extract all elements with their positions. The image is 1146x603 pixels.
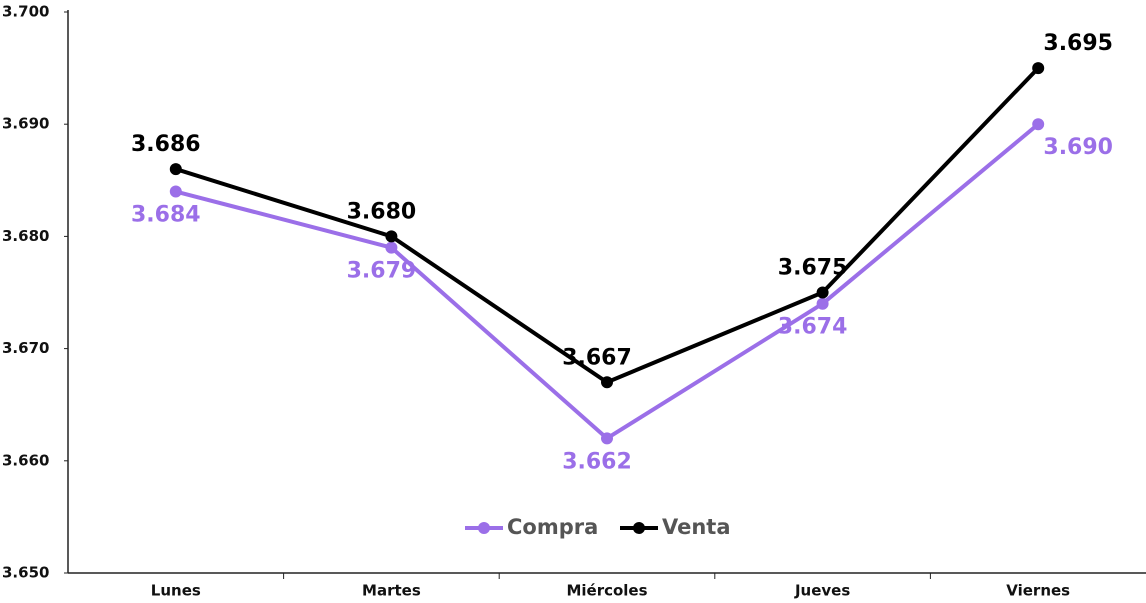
- data-label: 3.662: [562, 449, 632, 474]
- point: [169, 185, 182, 198]
- x-tick-label: Viernes: [1006, 582, 1070, 600]
- y-tick-label: 3.650: [2, 564, 49, 582]
- y-tick-label: 3.700: [2, 3, 49, 21]
- data-label: 3.675: [778, 256, 848, 281]
- y-tick-label: 3.680: [2, 227, 49, 245]
- y-tick-label: 3.690: [2, 115, 49, 133]
- legend-marker: [478, 522, 490, 534]
- series-line: [175, 122, 1040, 441]
- data-label: 3.679: [347, 259, 417, 284]
- data-label: 3.690: [1043, 135, 1113, 160]
- x-tick-label: Jueves: [794, 582, 850, 600]
- legend-marker: [633, 522, 645, 534]
- y-tick-label: 3.660: [2, 451, 49, 469]
- data-label: 3.674: [778, 315, 848, 340]
- data-label: 3.695: [1043, 31, 1113, 56]
- legend-label: Venta: [662, 515, 731, 539]
- point: [1032, 62, 1045, 75]
- x-tick-label: Miércoles: [566, 582, 647, 600]
- data-label: 3.680: [347, 199, 417, 224]
- data-label: 3.686: [131, 132, 201, 157]
- point: [385, 230, 398, 243]
- point: [816, 297, 829, 310]
- y-tick-label: 3.670: [2, 339, 49, 357]
- point: [816, 286, 829, 299]
- x-tick-label: Martes: [362, 582, 421, 600]
- point: [169, 163, 182, 176]
- point: [601, 432, 613, 445]
- point: [601, 376, 613, 389]
- legend-label: Compra: [507, 515, 598, 539]
- data-label: 3.684: [131, 203, 201, 228]
- x-tick-label: Lunes: [151, 582, 201, 600]
- data-label: 3.667: [562, 345, 632, 370]
- point: [385, 241, 398, 254]
- point: [1032, 118, 1045, 131]
